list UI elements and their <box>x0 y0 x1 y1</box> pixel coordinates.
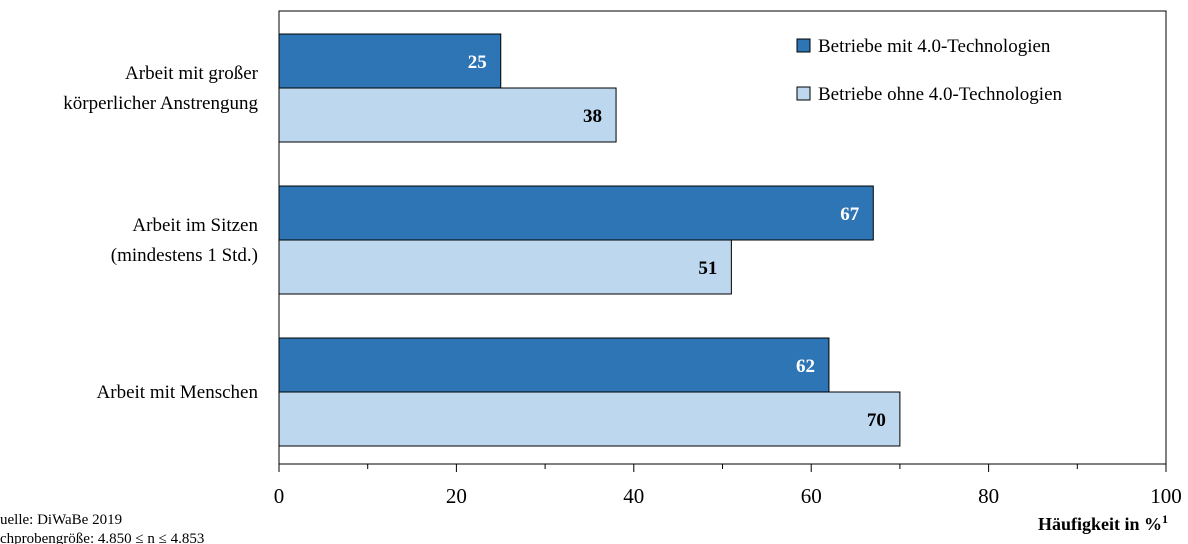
x-axis-label: Häufigkeit in %1 <box>1038 512 1168 534</box>
bar-value-label: 70 <box>867 410 886 431</box>
x-axis-label-superscript: 1 <box>1162 512 1168 526</box>
category-label: Arbeit mit großer <box>125 63 259 84</box>
legend-swatch <box>796 38 811 53</box>
category-label: (mindestens 1 Std.) <box>111 245 258 266</box>
category-label: körperlicher Anstrengung <box>63 93 258 114</box>
legend-swatch <box>796 86 811 101</box>
bar-value-label: 67 <box>840 204 860 225</box>
legend: Betriebe mit 4.0-Technologien Betriebe oh… <box>796 36 1063 105</box>
category-label: Arbeit mit Menschen <box>97 382 259 403</box>
legend-label: Betriebe mit 4.0-Technologien <box>818 36 1051 57</box>
x-tick-label: 60 <box>801 484 822 508</box>
sample-size-note: chprobengröße: 4.850 ≤ n ≤ 4.853 <box>0 531 204 544</box>
x-tick-label: 80 <box>978 484 999 508</box>
x-axis: 0 20 40 60 80 100 <box>274 464 1182 508</box>
bar-ohne-2 <box>278 391 901 447</box>
x-tick-label: 20 <box>446 484 467 508</box>
bar-value-label: 51 <box>698 258 717 279</box>
bar-mit-2 <box>278 337 830 393</box>
category-labels: Arbeit mit großer körperlicher Anstrengun… <box>63 63 258 403</box>
source-note: uelle: DiWaBe 2019 <box>0 512 122 528</box>
bar-value-label: 38 <box>583 106 602 127</box>
bar-value-label: 25 <box>468 52 487 73</box>
bar-value-label: 62 <box>796 356 815 377</box>
x-tick-label: 40 <box>623 484 644 508</box>
x-tick-label: 0 <box>274 484 285 508</box>
category-label: Arbeit im Sitzen <box>132 215 258 236</box>
legend-label: Betriebe ohne 4.0-Technologien <box>818 84 1063 105</box>
bar-mit-1 <box>278 185 874 241</box>
bars-group: 25 38 67 51 62 70 <box>278 33 901 447</box>
bar-ohne-0 <box>278 87 617 143</box>
bar-ohne-1 <box>278 239 732 295</box>
x-tick-label: 100 <box>1150 484 1182 508</box>
